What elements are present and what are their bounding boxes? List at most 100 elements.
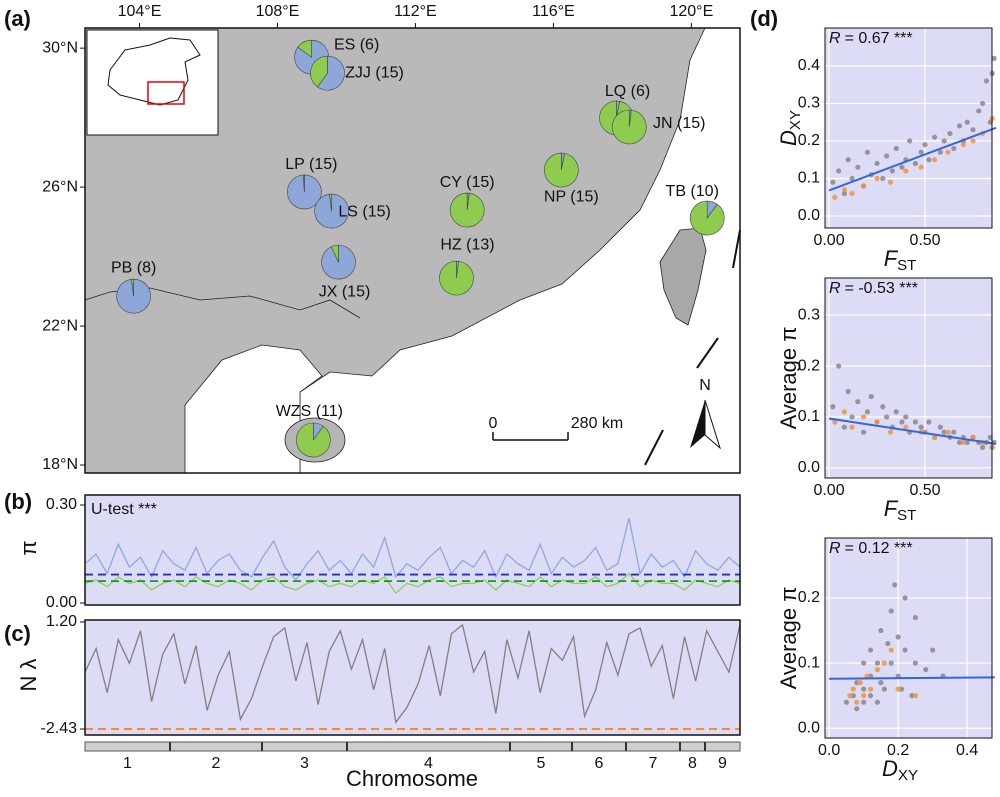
point [884,414,890,420]
point [893,145,899,152]
pie-label: HZ (13) [440,236,494,253]
pie-slice [330,244,339,263]
annotation: U-test *** [91,501,157,518]
y-axis-label: DXY [776,110,804,146]
pie [689,200,725,236]
point [903,414,909,420]
point [912,419,919,425]
pie-slice [439,260,474,296]
y-tick-label: 0.1 [798,654,820,671]
y-tick-label: 0.0 [798,719,820,736]
point [874,699,881,705]
point [860,429,867,435]
point [864,409,871,415]
pie-label: WZS (11) [276,403,343,420]
point [893,409,899,415]
inset-box [147,81,185,105]
x-axis-label-main: D [882,756,898,781]
y-tick-label: 0.3 [798,306,820,323]
x-axis-label-main: F [884,246,899,271]
pie-label: ES (6) [334,36,379,53]
x-tick-label: 6 [595,755,604,772]
point [881,686,887,692]
annotation-text: = 0.12 *** [845,540,913,557]
point [864,149,871,155]
point [854,699,860,705]
point [945,149,951,155]
point [841,424,847,430]
point [849,190,855,197]
panel-label: (c) [4,621,31,646]
pie-slice [302,174,305,192]
y-tick-label: 0.30 [46,496,77,513]
point [857,680,863,686]
pie-label: LS (15) [338,203,390,220]
x-tick-label: 7 [649,755,658,772]
point [945,429,951,435]
point [970,434,976,440]
pie-label: TB (10) [666,183,719,200]
x-tick-label: 104°E [118,3,162,20]
x-tick-label: 5 [537,755,546,772]
pie-slice [297,39,312,58]
x-axis-label-sub: XY [898,767,918,784]
point [937,424,943,430]
point [970,127,976,133]
point [830,404,836,410]
pie [314,193,349,229]
x-tick-label: 4 [424,755,433,772]
point [874,175,880,182]
point [979,100,986,107]
point [956,439,963,445]
point [874,160,880,167]
x-tick-label: 1 [123,755,132,772]
point [976,108,982,114]
plot-frame [84,494,741,606]
pie [310,55,345,91]
plot-background [85,495,740,605]
fit-line [828,126,997,192]
annotation-text: = 0.67 *** [845,30,913,47]
y-tick-label: 0.0 [798,207,820,224]
pie-slice [317,55,345,91]
point [849,424,855,430]
panel-label: (a) [4,6,31,31]
point [932,134,938,140]
point [888,647,894,653]
taiwan [659,227,707,326]
point [836,363,842,369]
point [867,686,874,692]
point [881,660,887,666]
point [926,157,932,163]
point [841,187,847,193]
point [874,660,881,666]
x-tick-label: 108°E [256,3,300,20]
pie-slice [296,422,331,458]
y-tick-label: -2.43 [41,720,78,737]
x-axis-label: FST [884,496,917,524]
point [874,666,881,673]
annotation-symbol: R [829,280,841,297]
point [932,434,938,440]
y-tick-label: 26°N [42,178,78,195]
plot-background [825,538,992,738]
y-tick-label: 0.1 [798,408,820,425]
point [841,190,847,197]
point [868,393,874,400]
point [895,634,901,640]
y-tick-label: 0.2 [798,589,820,606]
point [849,414,855,420]
point [991,55,997,61]
point [832,194,838,200]
point [918,424,924,430]
annotation-symbol: R [829,30,841,47]
y-tick-label: 0.2 [798,357,820,374]
border [84,287,361,319]
y-axis-label-main: D [776,130,801,146]
point [885,640,891,647]
point [947,130,953,137]
point [855,164,861,170]
point [903,168,909,174]
point [878,680,884,686]
point [880,175,886,182]
